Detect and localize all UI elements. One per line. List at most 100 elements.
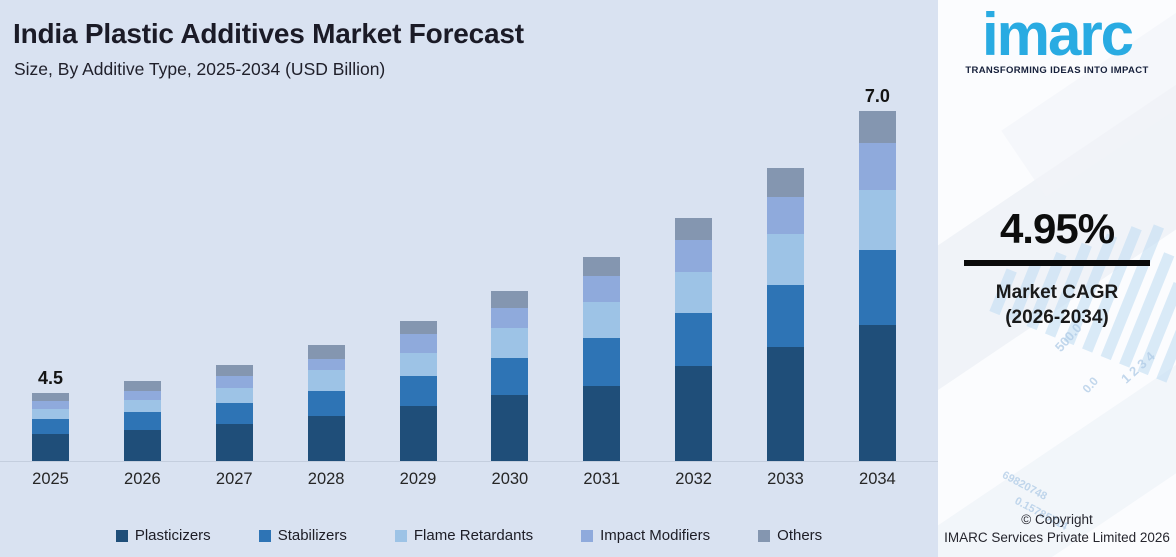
- x-tick-2029: 2029: [400, 470, 437, 489]
- x-tick-2030: 2030: [491, 470, 529, 489]
- segment-flame-retardants: [215, 388, 253, 403]
- x-tick-label: 2029: [399, 470, 437, 488]
- bar-column-2031: 0: [583, 232, 621, 461]
- segment-flame-retardants: [767, 234, 804, 285]
- segment-stabilizers: [583, 338, 621, 386]
- segment-impact-modifiers: [583, 276, 621, 302]
- stacked-bar-2030: [491, 291, 529, 461]
- segment-plasticizers: [767, 347, 804, 461]
- segment-impact-modifiers: [675, 240, 713, 272]
- stacked-bar-2031: [583, 257, 621, 461]
- segment-plasticizers: [123, 430, 161, 461]
- chart-panel: India Plastic Additives Market Forecast …: [0, 18, 938, 544]
- segment-stabilizers: [215, 403, 253, 424]
- page-subtitle: Size, By Additive Type, 2025-2034 (USD B…: [14, 59, 386, 79]
- bar-column-2028: 0: [307, 320, 345, 461]
- segment-flame-retardants: [491, 328, 529, 358]
- brand-panel: 500.0 0.0 1 2 3 4 69820748 0.15785714 imarc …: [938, 0, 1176, 557]
- legend-label: Stabilizers: [277, 527, 347, 544]
- segment-plasticizers: [675, 366, 713, 461]
- stacked-bar-2026: [123, 381, 161, 461]
- legend-label: Impact Modifiers: [600, 527, 711, 544]
- segment-flame-retardants: [307, 370, 345, 391]
- x-tick-2031: 2031: [583, 470, 620, 489]
- segment-plasticizers: [307, 416, 345, 461]
- segment-stabilizers: [491, 358, 529, 395]
- legend-label: Plasticizers: [134, 527, 211, 544]
- x-tick-label: 2033: [767, 470, 804, 488]
- x-tick-2034: 2034: [859, 470, 896, 489]
- chart-legend: Plasticizers Stabilizers Flame Retardants I…: [0, 527, 938, 544]
- segment-stabilizers: [767, 285, 804, 347]
- x-tick-2027: 2027: [216, 470, 253, 489]
- segment-impact-modifiers: [399, 334, 437, 353]
- stacked-bar-2028: [307, 345, 345, 461]
- x-tick-label: 2027: [215, 470, 253, 488]
- bar-column-2027: 0: [215, 340, 253, 461]
- x-tick-label: 2026: [124, 470, 161, 488]
- bar-column-2032: 0: [675, 193, 713, 461]
- legend-item-others: Others: [758, 527, 822, 544]
- segment-stabilizers: [123, 412, 161, 430]
- segment-others: [123, 381, 161, 391]
- bar-column-2026: 0: [123, 356, 161, 461]
- segment-stabilizers: [307, 391, 345, 416]
- segment-others: [675, 218, 713, 240]
- segment-stabilizers: [858, 250, 896, 325]
- segment-stabilizers: [32, 419, 69, 434]
- copyright-line2: IMARC Services Private Limited 2026: [944, 529, 1170, 545]
- bar-column-2034: 7.0: [858, 86, 896, 461]
- segment-flame-retardants: [123, 400, 161, 412]
- segment-flame-retardants: [32, 409, 69, 419]
- segment-impact-modifiers: [32, 401, 69, 409]
- cagr-label: Market CAGR: [995, 282, 1119, 303]
- segment-others: [215, 365, 253, 376]
- x-tick-label: 2031: [583, 470, 621, 488]
- stacked-bar-2025: [32, 393, 69, 461]
- x-tick-label: 2025: [32, 470, 69, 488]
- cagr-period: (2026-2034): [1005, 307, 1109, 329]
- legend-swatch-icon: [258, 529, 271, 542]
- segment-others: [32, 393, 69, 401]
- segment-flame-retardants: [399, 353, 437, 376]
- x-tick-label: 2032: [675, 470, 712, 488]
- x-tick-label: 2034: [859, 470, 896, 488]
- segment-others: [767, 168, 804, 197]
- legend-label: Others: [777, 527, 823, 544]
- bar-column-2033: 0: [767, 143, 804, 461]
- x-tick-2028: 2028: [308, 470, 345, 489]
- bar-chart: 4.5000000007.0: [32, 86, 896, 461]
- segment-others: [307, 345, 345, 359]
- segment-stabilizers: [399, 376, 437, 406]
- segment-flame-retardants: [858, 190, 896, 250]
- legend-item-flame-retardants: Flame Retardants: [394, 527, 533, 544]
- bar-column-2030: 0: [491, 266, 529, 461]
- cagr-value: 4.95%: [999, 205, 1115, 252]
- segment-plasticizers: [32, 434, 69, 461]
- bar-column-2025: 4.5: [32, 368, 69, 461]
- stacked-bar-2033: [767, 168, 804, 461]
- imarc-tagline: TRANSFORMING IDEAS INTO IMPACT: [965, 65, 1149, 76]
- page-title: India Plastic Additives Market Forecast: [13, 18, 524, 49]
- segment-stabilizers: [675, 313, 713, 366]
- x-tick-2026: 2026: [124, 470, 161, 489]
- segment-others: [399, 321, 437, 334]
- bar-total-label-2025: 4.5: [37, 368, 64, 388]
- legend-swatch-icon: [758, 529, 771, 542]
- stacked-bar-2029: [399, 321, 437, 461]
- segment-plasticizers: [215, 424, 253, 461]
- x-tick-2025: 2025: [32, 470, 69, 489]
- legend-item-plasticizers: Plasticizers: [115, 527, 211, 544]
- segment-impact-modifiers: [123, 391, 161, 400]
- segment-plasticizers: [491, 395, 529, 461]
- stacked-bar-2027: [215, 365, 253, 461]
- segment-plasticizers: [399, 406, 437, 461]
- x-tick-2032: 2032: [675, 470, 712, 489]
- x-tick-label: 2028: [307, 470, 345, 488]
- segment-flame-retardants: [583, 302, 621, 338]
- bar-column-2029: 0: [399, 296, 437, 461]
- segment-impact-modifiers: [491, 308, 529, 328]
- segment-plasticizers: [583, 386, 621, 461]
- segment-others: [491, 291, 529, 308]
